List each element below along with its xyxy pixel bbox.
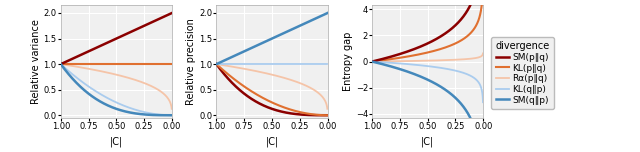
Y-axis label: Relative precision: Relative precision xyxy=(186,18,196,105)
X-axis label: |C|: |C| xyxy=(109,136,123,147)
Y-axis label: Relative variance: Relative variance xyxy=(31,19,41,104)
X-axis label: |C|: |C| xyxy=(266,136,278,147)
X-axis label: |C|: |C| xyxy=(421,136,435,147)
Legend: SM(p‖q), KL(p‖q), Rα(p‖q), KL(q‖p), SM(q‖p): SM(p‖q), KL(p‖q), Rα(p‖q), KL(q‖p), SM(q… xyxy=(491,37,554,109)
Y-axis label: Entropy gap: Entropy gap xyxy=(343,32,353,91)
